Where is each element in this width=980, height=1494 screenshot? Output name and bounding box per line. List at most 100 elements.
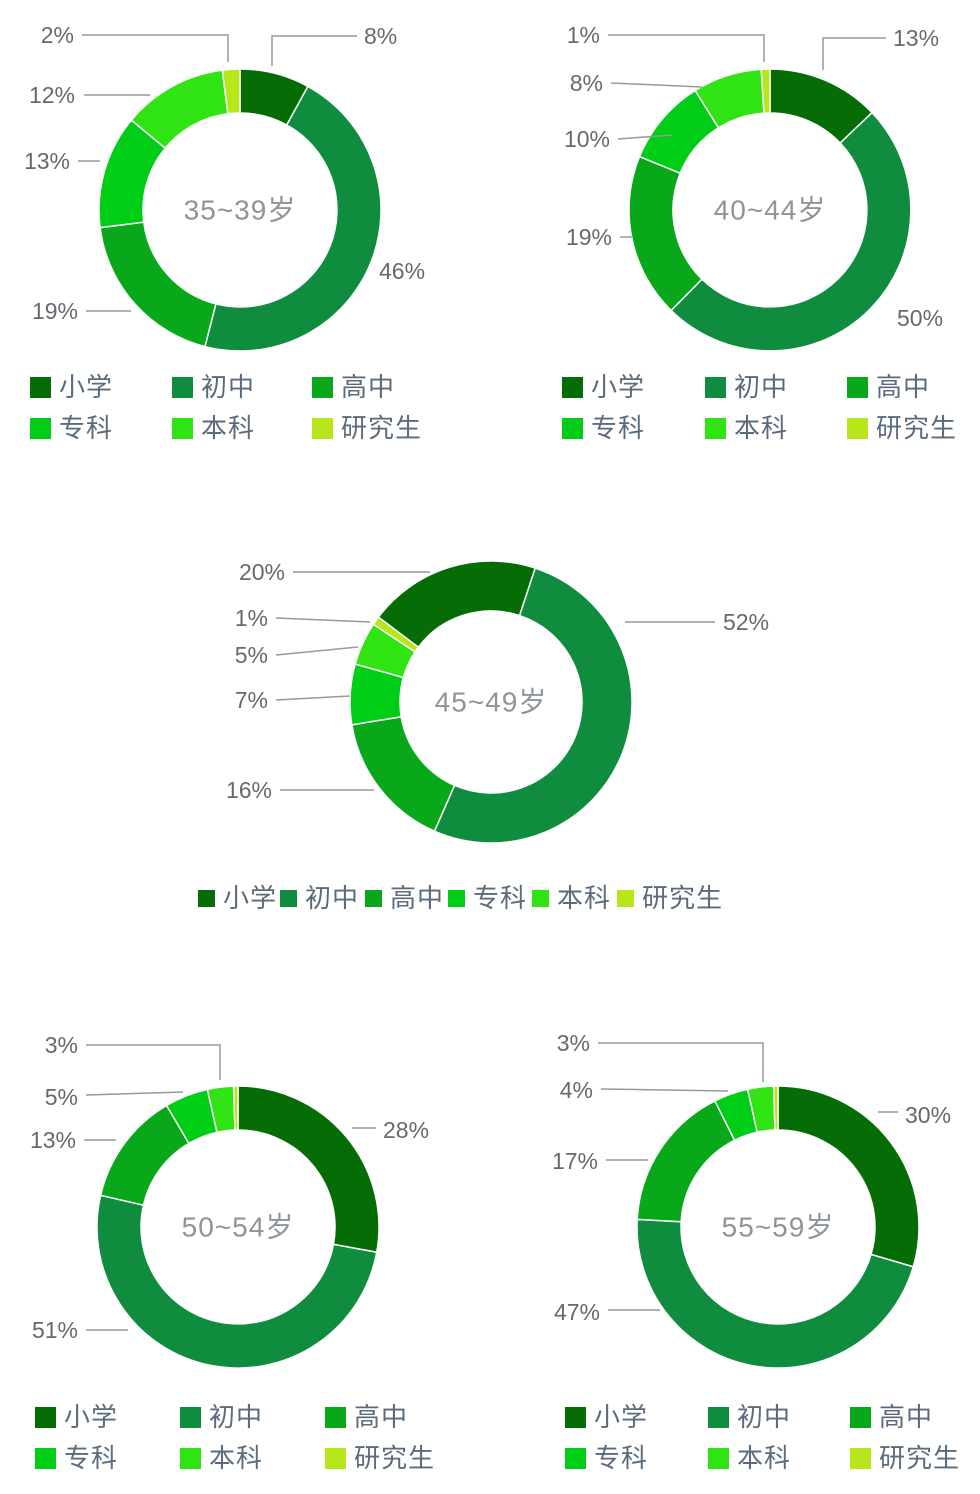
percent-label-小学: 13% [893, 25, 939, 51]
legend-item-初中[interactable]: 初中 [172, 374, 255, 400]
legend-item-专科[interactable]: 专科 [448, 885, 527, 911]
label-leader-line [271, 35, 357, 66]
legend-swatch-专科 [30, 417, 51, 439]
legend-label: 小学 [64, 1402, 119, 1432]
slice-高中[interactable] [351, 715, 456, 833]
slice-初中[interactable] [204, 85, 382, 352]
legend-item-研究生[interactable]: 研究生 [617, 885, 723, 911]
legend-item-本科[interactable]: 本科 [180, 1445, 263, 1471]
legend-item-研究生[interactable]: 研究生 [850, 1445, 960, 1471]
legend-item-专科[interactable]: 专科 [30, 415, 113, 441]
legend-item-高中[interactable]: 高中 [850, 1404, 933, 1430]
legend-item-高中[interactable]: 高中 [325, 1404, 408, 1430]
legend-item-小学[interactable]: 小学 [35, 1404, 118, 1430]
label-leader-line [86, 1044, 221, 1080]
legend-swatch-研究生 [617, 889, 634, 907]
percent-label-小学: 30% [905, 1102, 951, 1128]
legend-label: 初中 [209, 1402, 264, 1432]
slice-小学[interactable] [777, 1085, 920, 1268]
legend-swatch-专科 [562, 417, 583, 439]
legend-label: 高中 [879, 1402, 934, 1432]
legend-item-研究生[interactable]: 研究生 [325, 1445, 435, 1471]
legend-item-高中[interactable]: 高中 [312, 374, 395, 400]
slice-初中[interactable] [433, 567, 633, 844]
percent-label-高中: 13% [30, 1127, 76, 1153]
legend-item-本科[interactable]: 本科 [172, 415, 255, 441]
legend-item-小学[interactable]: 小学 [30, 374, 113, 400]
legend-item-高中[interactable]: 高中 [365, 885, 444, 911]
donut-chart-40-44: 13% 50% 19% 10% 8% 1% 40~44岁 小学 初中 高中 专科 本科 研究生 [490, 0, 980, 460]
percent-label-小学: 20% [239, 559, 285, 585]
percent-label-专科: 10% [564, 126, 610, 152]
legend-label: 本科 [201, 413, 256, 443]
legend-label: 专科 [59, 413, 114, 443]
legend-item-初中[interactable]: 初中 [708, 1404, 791, 1430]
legend-item-初中[interactable]: 初中 [705, 374, 788, 400]
label-leader-line [608, 34, 765, 62]
percent-label-高中: 19% [32, 298, 78, 324]
percent-label-小学: 8% [364, 23, 397, 49]
legend-item-专科[interactable]: 专科 [565, 1445, 648, 1471]
slice-高中[interactable] [628, 155, 704, 312]
legend-label: 研究生 [876, 413, 958, 443]
legend-label: 专科 [594, 1443, 649, 1473]
percent-label-专科: 5% [45, 1084, 78, 1110]
percent-label-专科: 7% [235, 687, 268, 713]
legend-item-本科[interactable]: 本科 [705, 415, 788, 441]
legend-item-专科[interactable]: 专科 [35, 1445, 118, 1471]
legend-item-本科[interactable]: 本科 [708, 1445, 791, 1471]
legend-item-初中[interactable]: 初中 [280, 885, 359, 911]
legend-item-小学[interactable]: 小学 [198, 885, 277, 911]
legend-label: 小学 [59, 372, 114, 402]
legend-label: 高中 [390, 883, 445, 913]
legend: 小学 初中 高中专科 本科 研究生 [490, 0, 980, 460]
slice-初中[interactable] [670, 111, 912, 352]
slice-研究生[interactable] [232, 1085, 239, 1131]
percent-label-本科: 8% [570, 70, 603, 96]
legend-swatch-高中 [365, 889, 382, 907]
legend-item-研究生[interactable]: 研究生 [312, 415, 422, 441]
donut-center-title: 50~54岁 [182, 1212, 295, 1243]
legend-label: 高中 [354, 1402, 409, 1432]
legend-item-本科[interactable]: 本科 [532, 885, 611, 911]
donut-chart-50-54: 28% 51% 13% 5% 3% 50~54岁 小学 初中 高中 专科 本科 研究生 [0, 1020, 490, 1494]
legend-item-小学[interactable]: 小学 [565, 1404, 648, 1430]
slice-初中[interactable] [636, 1218, 915, 1369]
legend-item-初中[interactable]: 初中 [180, 1404, 263, 1430]
slice-研究生[interactable] [772, 1085, 779, 1131]
legend-swatch-初中 [180, 1406, 201, 1428]
legend-label: 专科 [473, 883, 528, 913]
legend-label: 研究生 [642, 883, 724, 913]
slice-初中[interactable] [96, 1194, 378, 1369]
slice-研究生[interactable] [760, 68, 771, 114]
legend-item-小学[interactable]: 小学 [562, 374, 645, 400]
legend-item-研究生[interactable]: 研究生 [847, 415, 957, 441]
percent-label-初中: 52% [723, 609, 769, 635]
percent-label-本科: 3% [557, 1030, 590, 1056]
percent-label-专科: 4% [560, 1077, 593, 1103]
legend-item-专科[interactable]: 专科 [562, 415, 645, 441]
slice-研究生[interactable] [221, 68, 241, 115]
legend-label: 初中 [734, 372, 789, 402]
percent-label-高中: 19% [566, 224, 612, 250]
slice-高中[interactable] [99, 221, 217, 348]
percent-label-本科: 12% [29, 82, 75, 108]
label-leader-line [85, 1091, 184, 1096]
legend-label: 本科 [734, 413, 789, 443]
legend-label: 初中 [305, 883, 360, 913]
donut-chart-55-59: 30% 47% 17% 4% 3% 55~59岁 小学 初中 高中 专科 本科 研究生 [490, 1020, 980, 1494]
donut-center-title: 35~39岁 [184, 195, 297, 226]
legend-swatch-本科 [180, 1447, 201, 1469]
percent-label-本科: 3% [45, 1032, 78, 1058]
legend-label: 小学 [223, 883, 278, 913]
legend-label: 本科 [737, 1443, 792, 1473]
label-leader-line [617, 134, 673, 140]
legend-item-高中[interactable]: 高中 [847, 374, 930, 400]
label-leader-line [275, 617, 371, 623]
legend-label: 初中 [201, 372, 256, 402]
legend-label: 研究生 [341, 413, 423, 443]
legend-swatch-小学 [198, 889, 215, 907]
legend-swatch-本科 [532, 889, 549, 907]
slice-高中[interactable] [636, 1099, 736, 1223]
slice-研究生[interactable] [372, 616, 420, 653]
